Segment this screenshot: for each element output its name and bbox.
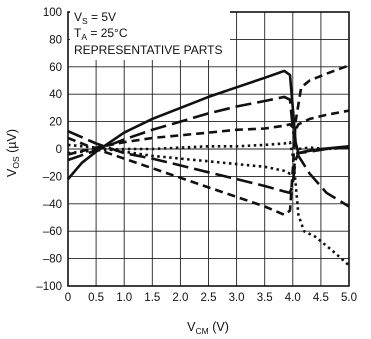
x-tick-label: 3.0	[229, 292, 245, 304]
x-tick-label: 1.5	[144, 292, 160, 304]
annotation-temperature-sub: A	[81, 32, 87, 42]
x-tick-label: 4.5	[313, 292, 329, 304]
series-line-4	[67, 64, 350, 217]
y-tick-label: 20	[49, 117, 62, 129]
annotation-supply: VS = 5V	[74, 10, 116, 26]
series-line-5	[67, 130, 350, 195]
y-tick-label: –40	[43, 199, 62, 211]
x-axis-title: VCM (V)	[187, 320, 229, 336]
y-axis-title: VOS (µV)	[5, 129, 21, 177]
annotation-box	[70, 8, 230, 60]
annotation-temperature-rest: = 25°C	[87, 26, 128, 40]
x-axis-title-main: V	[187, 320, 196, 334]
x-tick-label: 1.0	[116, 292, 132, 304]
annotation-supply-sub: S	[82, 16, 88, 26]
x-tick-label: 4.0	[285, 292, 301, 304]
annotation-temperature-main: T	[74, 26, 82, 40]
x-tick-label: 0.5	[88, 292, 104, 304]
series-line-6	[67, 140, 350, 267]
x-axis-title-unit: (V)	[209, 320, 229, 334]
series-line-3	[67, 109, 350, 156]
annotation-supply-main: V	[74, 10, 82, 24]
series-layer	[67, 64, 350, 267]
y-axis-title-unit: (µV)	[5, 129, 19, 156]
annotation-temperature: TA = 25°C	[74, 26, 128, 42]
y-tick-label: –20	[43, 171, 62, 183]
series-line-2	[67, 95, 350, 208]
y-tick-label: 60	[49, 62, 62, 74]
y-tick-label: 0	[56, 144, 62, 156]
x-tick-label: 0	[65, 292, 71, 304]
annotation-parts-main: REPRESENTATIVE PARTS	[74, 43, 222, 57]
x-tick-label: 3.5	[257, 292, 273, 304]
x-tick-label: 2.0	[172, 292, 188, 304]
y-tick-label: –100	[36, 281, 62, 293]
y-tick-label: 100	[43, 7, 62, 19]
y-axis-title-sub: OS	[11, 156, 21, 169]
x-tick-label: 2.5	[201, 292, 217, 304]
y-tick-label: –80	[43, 254, 62, 266]
annotation-supply-rest: = 5V	[88, 10, 116, 24]
x-tick-labels: 0 0.5 1.0 1.5 2.0 2.5 3.0 3.5 4.0 4.5 5.0	[65, 292, 357, 304]
y-tick-labels: –100 –80 –60 –40 –20 0 20 40 60 80 100	[36, 7, 62, 293]
y-axis-title-main: V	[5, 168, 19, 177]
annotation-parts: REPRESENTATIVE PARTS	[74, 43, 222, 57]
x-tick-label: 5.0	[341, 292, 357, 304]
y-tick-label: 80	[49, 34, 62, 46]
y-tick-label: 40	[49, 89, 62, 101]
y-tick-label: –60	[43, 226, 62, 238]
x-axis-title-sub: CM	[195, 326, 208, 336]
